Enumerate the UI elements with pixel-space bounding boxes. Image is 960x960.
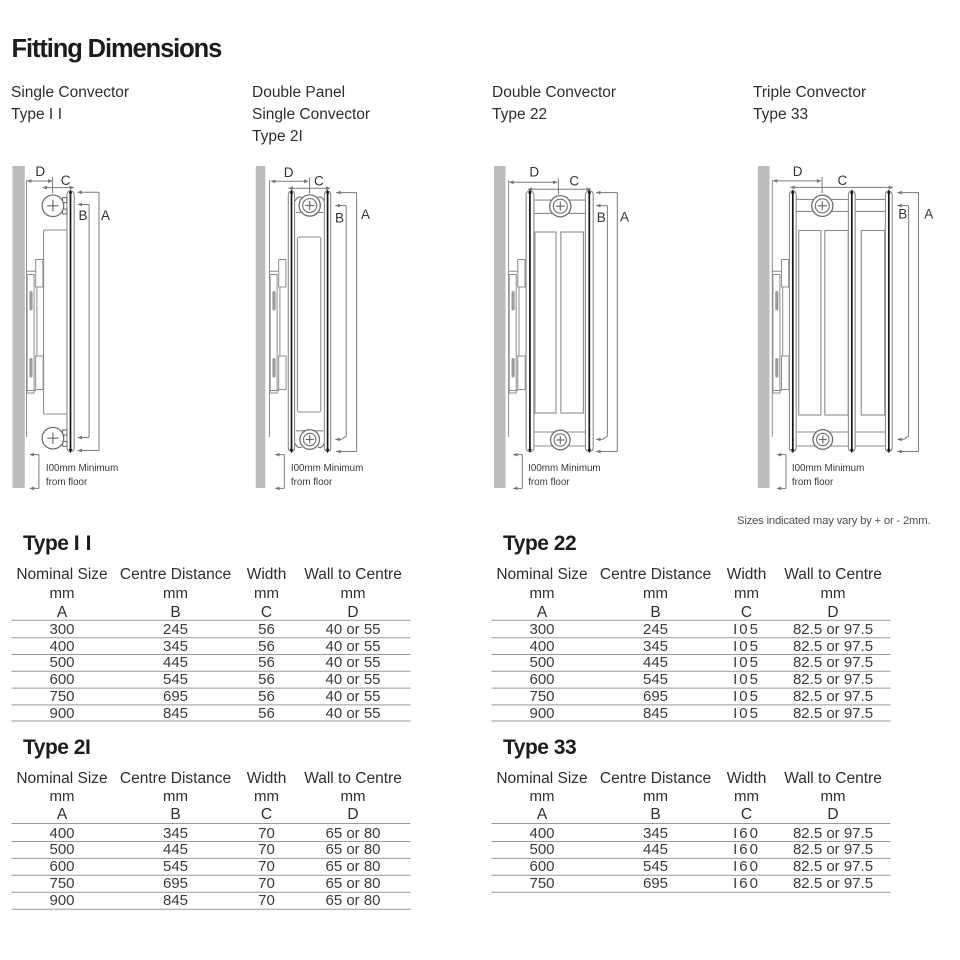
svg-text:I00mm Minimum: I00mm Minimum: [46, 463, 118, 474]
svg-text:from floor: from floor: [528, 477, 570, 488]
svg-text:B: B: [78, 208, 87, 223]
svg-text:D: D: [284, 165, 294, 180]
svg-text:A: A: [101, 208, 110, 223]
svg-text:C: C: [61, 173, 71, 188]
svg-text:from floor: from floor: [291, 477, 333, 488]
svg-text:A: A: [361, 207, 370, 222]
svg-text:D: D: [35, 164, 45, 179]
svg-text:C: C: [314, 174, 324, 189]
svg-text:C: C: [838, 173, 848, 188]
svg-text:B: B: [335, 210, 344, 225]
svg-text:from floor: from floor: [792, 477, 834, 488]
svg-text:from floor: from floor: [46, 477, 88, 488]
svg-text:I00mm Minimum: I00mm Minimum: [291, 463, 363, 474]
svg-text:A: A: [924, 206, 933, 221]
svg-text:D: D: [529, 164, 539, 179]
svg-text:I00mm Minimum: I00mm Minimum: [528, 463, 600, 474]
svg-text:C: C: [569, 173, 579, 188]
svg-text:I00mm Minimum: I00mm Minimum: [792, 463, 864, 474]
svg-text:D: D: [793, 164, 803, 179]
svg-text:B: B: [597, 210, 606, 225]
svg-text:B: B: [898, 206, 907, 221]
svg-text:A: A: [620, 209, 629, 224]
